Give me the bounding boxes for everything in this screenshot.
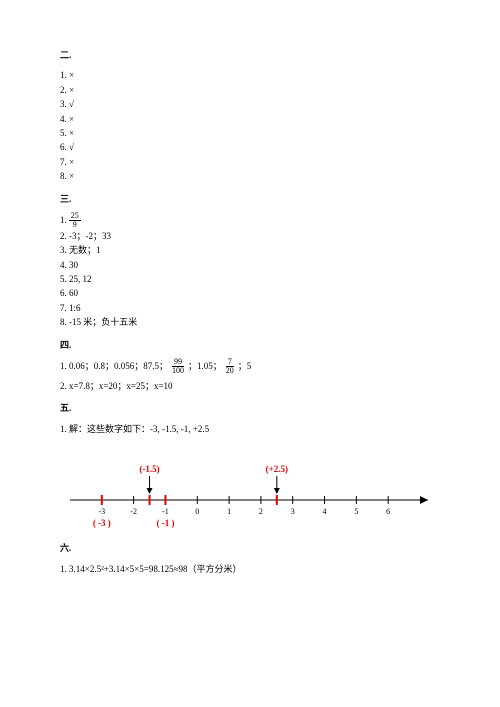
list-item: 7. × (60, 155, 440, 169)
svg-text:( -1 ): ( -1 ) (156, 518, 174, 528)
list-item: 8. -15 米；负十五米 (60, 315, 440, 329)
list-item: 7. 1:6 (60, 301, 440, 315)
text: 1. 0.06；0.8；0.056；87.5； (60, 359, 168, 373)
svg-text:4: 4 (323, 507, 327, 516)
svg-text:1: 1 (227, 507, 231, 516)
svg-text:( -3 ): ( -3 ) (93, 518, 111, 528)
svg-text:3: 3 (291, 507, 295, 516)
page: 二. 1. × 2. × 3. √ 4. × 5. × 6. √ 7. × 8.… (0, 0, 500, 596)
list-item: 1. × (60, 68, 440, 82)
section-3-item-1: 1. 25 9 (60, 212, 83, 229)
label: 1. (60, 213, 67, 227)
section-5-title: 五. (60, 401, 440, 415)
section-4-line-1: 1. 0.06；0.8；0.056；87.5； 99 100 ；1.05； 7 … (60, 358, 251, 375)
svg-text:(-1.5): (-1.5) (139, 464, 159, 474)
svg-text:-1: -1 (162, 507, 169, 516)
list-item: 2. -3；-2；33 (60, 229, 440, 243)
fraction: 99 100 (170, 358, 186, 375)
section-4-title: 四. (60, 338, 440, 352)
denominator: 9 (71, 221, 79, 229)
svg-text:(+2.5): (+2.5) (266, 464, 288, 474)
svg-text:0: 0 (195, 507, 199, 516)
section-2-title: 二. (60, 48, 440, 62)
section-4-line-2: 2. x=7.8；x=20；x=25；x=10 (60, 379, 440, 393)
list-item: 3. √ (60, 97, 440, 111)
list-item: 5. 25, 12 (60, 272, 440, 286)
list-item: 3. 无数；1 (60, 243, 440, 257)
section-6-line-1: 1. 3.14×2.5²+3.14×5×5=98.125≈98（平方分米） (60, 562, 440, 576)
number-line-svg: -3 -2 -1 0 1 2 3 4 5 6 ( -3 ) (-1.5) ( -1 ) (+2.5) (60, 448, 440, 533)
list-item: 2. × (60, 83, 440, 97)
section-5-line-1: 1. 解：这些数字如下：-3, -1.5, -1, +2.5 (60, 422, 440, 436)
list-item: 4. 30 (60, 258, 440, 272)
svg-text:5: 5 (354, 507, 358, 516)
text: ；1.05； (188, 359, 222, 373)
svg-text:6: 6 (386, 507, 390, 516)
list-item: 6. 60 (60, 286, 440, 300)
svg-text:2: 2 (259, 507, 263, 516)
section-6-title: 六. (60, 541, 440, 555)
list-item: 6. √ (60, 140, 440, 154)
text: ；5 (238, 359, 252, 373)
list-item: 5. × (60, 126, 440, 140)
list-item: 8. × (60, 169, 440, 183)
svg-text:-2: -2 (130, 507, 137, 516)
fraction: 25 9 (69, 212, 81, 229)
denominator: 100 (170, 367, 186, 375)
list-item: 4. × (60, 112, 440, 126)
number-line-diagram: -3 -2 -1 0 1 2 3 4 5 6 ( -3 ) (-1.5) ( -1 ) (+2.5) (60, 448, 440, 533)
denominator: 20 (224, 367, 236, 375)
svg-text:-3: -3 (98, 507, 105, 516)
fraction: 7 20 (224, 358, 236, 375)
section-2-list: 1. × 2. × 3. √ 4. × 5. × 6. √ 7. × 8. × (60, 68, 440, 183)
section-3-title: 三. (60, 192, 440, 206)
